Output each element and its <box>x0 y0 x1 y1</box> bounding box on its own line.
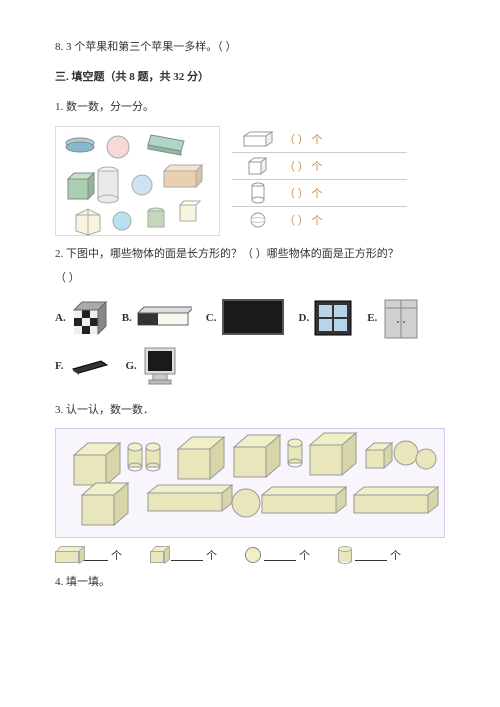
q3-figure <box>55 428 445 538</box>
sphere-icon <box>232 211 284 229</box>
cuboid-icon <box>232 130 284 148</box>
q1-count-table: （ ） 个 （ ） 个 （ ） <box>232 126 407 234</box>
unit: 个 <box>206 547 217 563</box>
cube-icon <box>150 546 168 564</box>
unit: 个 <box>312 161 323 173</box>
q2-text: 2. 下图中，哪些物体的面是长方形的？（ ）哪些物体的面是正方形的？ <box>55 242 445 266</box>
ruler-icon <box>136 305 192 331</box>
opt-label: B. <box>122 312 132 324</box>
window-icon <box>313 299 353 337</box>
opt-label: G. <box>125 360 136 372</box>
blackboard-icon <box>221 298 285 338</box>
q1-figure: （ ） 个 （ ） 个 （ ） <box>55 126 445 236</box>
q1-scattered-shapes <box>55 126 220 236</box>
option-d[interactable]: D. <box>299 296 354 340</box>
q8-text: 8. 3 个苹果和第三个苹果一多样。（ ） <box>55 35 445 59</box>
q3-text: 3. 认一认，数一数． <box>55 398 445 422</box>
monitor-icon <box>141 346 179 386</box>
q1-text: 1. 数一数，分一分。 <box>55 95 445 119</box>
opt-label: D. <box>299 312 310 324</box>
table-row: （ ） 个 <box>232 153 407 180</box>
paren[interactable]: （ ） <box>284 134 309 146</box>
cuboid-icon <box>55 546 73 564</box>
table-row: （ ） 个 <box>232 207 407 234</box>
rubiks-cube-icon <box>70 300 108 336</box>
unit: 个 <box>312 134 323 146</box>
option-c[interactable]: C. <box>206 296 285 340</box>
unit: 个 <box>299 547 310 563</box>
sphere-icon <box>245 547 261 563</box>
answer-sphere: 个 <box>245 547 310 563</box>
table-row: （ ） 个 <box>232 180 407 207</box>
blank-input[interactable] <box>171 549 203 561</box>
unit: 个 <box>111 547 122 563</box>
table-row: （ ） 个 <box>232 126 407 153</box>
section-3-title: 三. 填空题（共 8 题，共 32 分） <box>55 65 445 89</box>
q3-answer-row: 个 个 个 个 <box>55 546 445 564</box>
paren[interactable]: （ ） <box>284 215 309 227</box>
opt-label: C. <box>206 312 217 324</box>
option-e[interactable]: E. <box>367 296 421 340</box>
opt-label: E. <box>367 312 377 324</box>
q2-options: A. B. C. <box>55 296 445 392</box>
option-g[interactable]: G. <box>125 346 178 386</box>
paren[interactable]: （ ） <box>284 188 309 200</box>
eraser-icon <box>67 357 111 375</box>
unit: 个 <box>390 547 401 563</box>
q2-sub: （ ） <box>55 266 445 290</box>
option-b[interactable]: B. <box>122 296 192 340</box>
option-a[interactable]: A. <box>55 296 108 340</box>
blank-input[interactable] <box>264 549 296 561</box>
paren[interactable]: （ ） <box>284 161 309 173</box>
q4-text: 4. 填一填。 <box>55 570 445 594</box>
option-f[interactable]: F. <box>55 346 111 386</box>
opt-label: A. <box>55 312 66 324</box>
blank-input[interactable] <box>355 549 387 561</box>
opt-label: F. <box>55 360 63 372</box>
wardrobe-icon <box>381 296 421 340</box>
unit: 个 <box>312 215 323 227</box>
answer-cube: 个 <box>150 546 217 564</box>
cylinder-icon <box>338 546 352 564</box>
cube-icon <box>232 156 284 176</box>
answer-cuboid: 个 <box>55 546 122 564</box>
cylinder-icon <box>232 182 284 204</box>
unit: 个 <box>312 188 323 200</box>
answer-cylinder: 个 <box>338 546 401 564</box>
